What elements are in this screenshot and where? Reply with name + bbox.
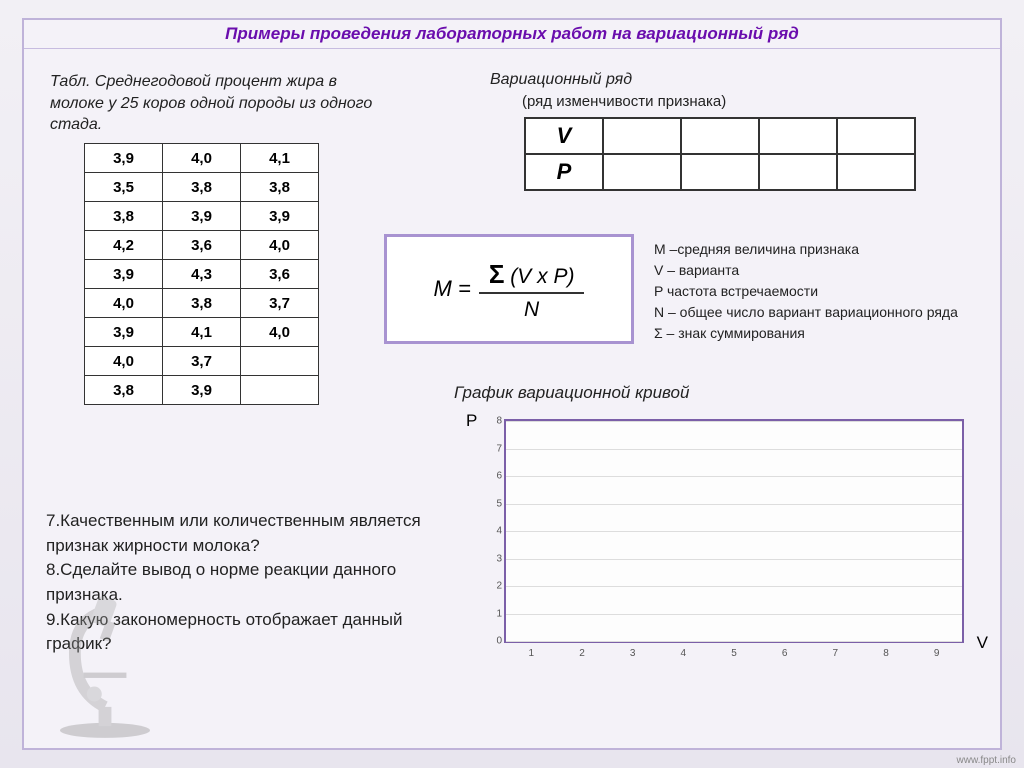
y-tick: 7 [496, 443, 506, 454]
y-tick: 3 [496, 553, 506, 564]
formula-fraction: Ʃ (V x P) N [479, 257, 585, 322]
graph-title: График вариационной кривой [454, 383, 689, 403]
data-cell: 3,7 [241, 289, 319, 318]
vp-row-label: P [525, 154, 603, 190]
formula-denominator: N [524, 294, 539, 322]
graph: P V 012345678123456789 [484, 411, 974, 671]
vp-blank-cell [681, 118, 759, 154]
legend-m: М –средняя величина признака [654, 239, 974, 260]
x-tick: 8 [883, 648, 889, 659]
formula: M = Ʃ (V x P) N [434, 257, 585, 322]
data-cell: 3,7 [163, 347, 241, 376]
data-cell: 4,0 [163, 144, 241, 173]
y-tick: 8 [496, 416, 506, 427]
legend-s: Ʃ – знак суммирования [654, 323, 974, 344]
footer-credit: www.fppt.info [957, 755, 1016, 766]
data-cell: 4,1 [163, 318, 241, 347]
y-tick: 1 [496, 608, 506, 619]
legend-n: N – общее число вариант вариационного ря… [654, 302, 974, 323]
x-tick: 2 [579, 648, 585, 659]
slide-title: Примеры проведения лабораторных работ на… [24, 20, 1000, 49]
vp-blank-cell [837, 118, 915, 154]
data-cell: 3,9 [241, 202, 319, 231]
x-tick: 5 [731, 648, 737, 659]
vp-blank-cell [603, 154, 681, 190]
data-cell: 3,8 [85, 376, 163, 405]
data-cell: 3,6 [241, 260, 319, 289]
x-tick: 3 [630, 648, 636, 659]
question-7: 7.Качественным или количественным являет… [46, 509, 446, 558]
y-tick: 0 [496, 636, 506, 647]
y-tick: 6 [496, 471, 506, 482]
data-cell [241, 376, 319, 405]
data-cell: 3,9 [85, 260, 163, 289]
data-cell: 4,0 [241, 318, 319, 347]
formula-lhs: M = [434, 276, 471, 302]
vp-blank-cell [759, 118, 837, 154]
vp-blank-table: VP [524, 117, 916, 191]
x-tick: 6 [782, 648, 788, 659]
x-tick: 7 [833, 648, 839, 659]
data-cell: 3,8 [163, 173, 241, 202]
x-tick: 9 [934, 648, 940, 659]
data-cell: 3,9 [163, 376, 241, 405]
slide-content: Табл. Среднегодовой процент жира в молок… [24, 49, 1000, 747]
data-cell: 3,8 [241, 173, 319, 202]
data-cell: 4,0 [85, 289, 163, 318]
vp-blank-cell [759, 154, 837, 190]
variation-series-sublabel: (ряд изменчивости признака) [522, 93, 726, 110]
data-cell: 4,0 [85, 347, 163, 376]
data-cell: 3,8 [85, 202, 163, 231]
legend-v: V – варианта [654, 260, 974, 281]
graph-x-label: V [977, 633, 988, 653]
vp-row-label: V [525, 118, 603, 154]
data-cell: 3,5 [85, 173, 163, 202]
data-cell: 3,8 [163, 289, 241, 318]
data-cell: 4,1 [241, 144, 319, 173]
graph-plot-area: 012345678123456789 [504, 419, 964, 643]
data-cell: 3,9 [85, 144, 163, 173]
data-cell: 4,0 [241, 231, 319, 260]
slide-frame: Примеры проведения лабораторных работ на… [22, 18, 1002, 750]
data-cell: 3,6 [163, 231, 241, 260]
legend-p: P частота встречаемости [654, 281, 974, 302]
data-cell: 4,3 [163, 260, 241, 289]
y-tick: 4 [496, 526, 506, 537]
data-cell: 3,9 [85, 318, 163, 347]
microscope-icon [50, 589, 160, 739]
vp-blank-cell [681, 154, 759, 190]
y-tick: 2 [496, 581, 506, 592]
formula-legend: М –средняя величина признака V – вариант… [654, 239, 974, 344]
variation-series-label: Вариационный ряд [490, 71, 632, 89]
y-tick: 5 [496, 498, 506, 509]
milk-fat-table: 3,94,04,13,53,83,83,83,93,94,23,64,03,94… [84, 143, 319, 405]
data-cell: 4,2 [85, 231, 163, 260]
vp-blank-cell [603, 118, 681, 154]
table-caption: Табл. Среднегодовой процент жира в молок… [50, 71, 390, 136]
data-cell: 3,9 [163, 202, 241, 231]
graph-y-label: P [466, 411, 477, 431]
data-cell [241, 347, 319, 376]
formula-box: M = Ʃ (V x P) N [384, 234, 634, 344]
x-tick: 4 [681, 648, 687, 659]
x-tick: 1 [529, 648, 535, 659]
vp-blank-cell [837, 154, 915, 190]
formula-numerator: Ʃ (V x P) [479, 257, 585, 294]
